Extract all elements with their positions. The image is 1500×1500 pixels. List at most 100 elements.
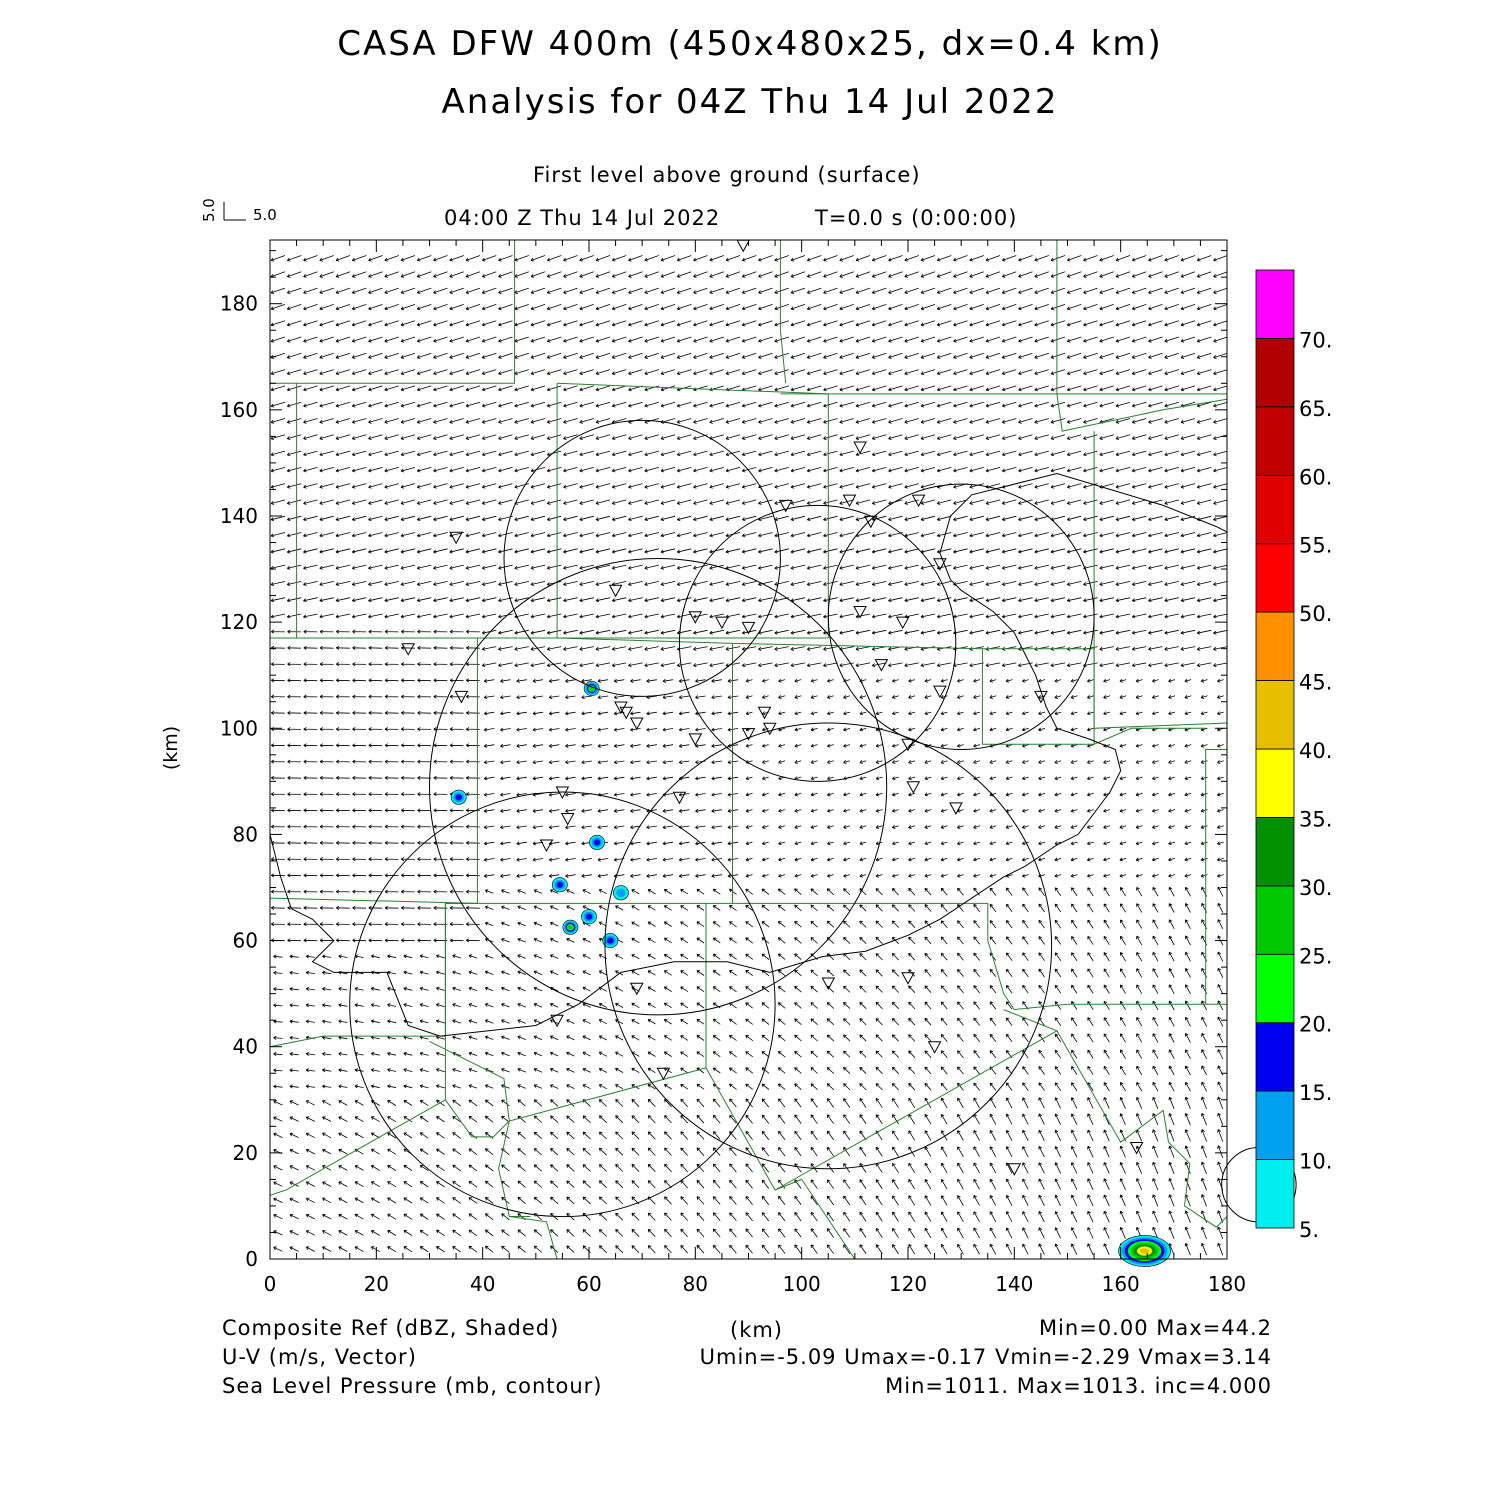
wind-vector bbox=[806, 287, 822, 294]
wind-vector bbox=[611, 271, 627, 278]
wind-vector bbox=[319, 385, 334, 392]
wind-vector bbox=[823, 646, 838, 651]
wind-vector bbox=[924, 1195, 932, 1206]
wind-vector bbox=[319, 515, 334, 522]
wind-vector bbox=[582, 1164, 591, 1172]
wind-vector bbox=[778, 873, 786, 878]
wind-vector bbox=[1148, 304, 1163, 311]
wind-vector bbox=[595, 467, 611, 473]
wind-vector bbox=[904, 483, 919, 489]
wind-vector bbox=[920, 320, 936, 327]
radar-site bbox=[401, 643, 416, 656]
wind-vector bbox=[973, 1243, 980, 1255]
wind-vector bbox=[400, 938, 415, 943]
wind-vector bbox=[416, 352, 432, 359]
wind-vector bbox=[322, 987, 332, 991]
wind-vector bbox=[1066, 564, 1082, 570]
wind-vector bbox=[563, 629, 578, 635]
wind-vector bbox=[908, 857, 916, 862]
wind-vector bbox=[969, 287, 984, 294]
wind-vector bbox=[613, 695, 625, 700]
wind-vector bbox=[1038, 1227, 1045, 1239]
wind-vector bbox=[611, 662, 627, 668]
wind-vector bbox=[953, 418, 968, 424]
wind-vector bbox=[370, 1068, 380, 1073]
wind-vector bbox=[484, 970, 494, 975]
colorbar-box bbox=[1255, 269, 1295, 339]
wind-vector bbox=[628, 532, 643, 538]
wind-vector bbox=[729, 986, 737, 993]
wind-vector bbox=[387, 1230, 397, 1236]
wind-vector bbox=[514, 320, 529, 327]
wind-vector bbox=[790, 483, 806, 489]
wind-vector bbox=[338, 954, 348, 959]
wind-vector bbox=[904, 434, 919, 440]
wind-vector bbox=[322, 1181, 332, 1187]
wind-vector bbox=[563, 548, 578, 554]
wind-vector bbox=[1038, 887, 1045, 896]
wind-vector bbox=[871, 401, 887, 408]
wind-vector bbox=[598, 1180, 607, 1189]
wind-vector bbox=[498, 418, 513, 424]
wind-vector bbox=[1168, 1065, 1175, 1076]
wind-vector bbox=[1087, 808, 1094, 813]
echo-layer bbox=[1140, 1248, 1150, 1254]
wind-vector bbox=[908, 1017, 916, 1026]
wind-vector bbox=[628, 271, 643, 278]
wind-vector bbox=[303, 905, 318, 910]
wind-vector bbox=[794, 857, 802, 862]
wind-vector bbox=[875, 711, 883, 716]
wind-vector bbox=[741, 450, 757, 457]
wind-vector bbox=[843, 792, 851, 797]
wind-vector bbox=[1115, 662, 1131, 668]
wind-vector bbox=[481, 320, 497, 327]
wind-vector bbox=[368, 922, 383, 927]
wind-vector bbox=[1168, 1161, 1175, 1174]
wind-vector bbox=[908, 1001, 916, 1010]
wind-vector bbox=[989, 873, 997, 878]
wind-vector bbox=[973, 873, 981, 878]
wind-vector bbox=[827, 792, 834, 797]
wind-vector bbox=[957, 776, 964, 781]
wind-vector bbox=[270, 792, 285, 797]
wind-vector bbox=[745, 1244, 753, 1254]
wind-vector bbox=[908, 1130, 916, 1141]
wind-vector bbox=[712, 905, 721, 911]
wind-vector bbox=[647, 1084, 656, 1090]
wind-vector bbox=[1217, 919, 1224, 930]
echo-layer bbox=[585, 913, 593, 920]
wind-vector bbox=[628, 499, 643, 505]
wind-vector bbox=[1115, 336, 1131, 343]
wind-vector bbox=[709, 467, 724, 473]
wind-vector bbox=[647, 1019, 656, 1025]
wind-vector bbox=[957, 873, 964, 878]
wind-vector bbox=[387, 1100, 397, 1106]
wind-vector bbox=[322, 970, 332, 975]
wind-vector bbox=[778, 1147, 786, 1157]
wind-vector bbox=[936, 255, 952, 262]
wind-vector bbox=[875, 1001, 883, 1010]
wind-vector bbox=[481, 352, 497, 359]
wind-vector bbox=[745, 1163, 753, 1173]
wind-vector bbox=[806, 401, 822, 408]
wind-vector bbox=[1201, 1000, 1208, 1011]
wind-vector bbox=[1148, 271, 1163, 278]
wind-vector bbox=[498, 336, 513, 343]
wind-vector bbox=[387, 1246, 397, 1253]
wind-vector bbox=[1131, 418, 1147, 424]
wind-vector bbox=[581, 776, 592, 781]
wind-vector bbox=[957, 711, 964, 716]
wind-vector bbox=[843, 937, 851, 944]
wind-vector bbox=[709, 483, 724, 489]
wind-vector bbox=[530, 336, 546, 343]
wind-vector bbox=[1034, 401, 1049, 408]
wind-vector bbox=[1201, 1096, 1207, 1110]
wind-vector bbox=[1054, 1113, 1061, 1125]
wind-vector bbox=[436, 1246, 445, 1253]
wind-vector bbox=[936, 352, 952, 359]
wind-vector bbox=[810, 857, 818, 862]
wind-vector bbox=[598, 1196, 607, 1205]
wind-vector bbox=[1050, 450, 1066, 457]
wind-vector bbox=[778, 695, 786, 699]
wind-vector bbox=[615, 986, 624, 992]
